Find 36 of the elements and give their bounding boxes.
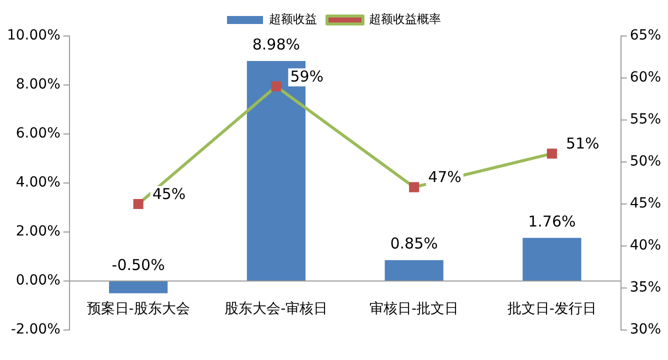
x-tick-label: 预案日-股东大会: [86, 300, 190, 318]
point: [133, 198, 144, 210]
legend-label: 超额收益概率: [369, 12, 441, 26]
y2-tick-label: 50%: [630, 154, 662, 170]
point: [546, 148, 557, 159]
y2-tick-label: 35%: [630, 280, 662, 296]
x-tick-label: 股东大会-审核日: [224, 301, 328, 318]
y2-tick-label: 55%: [630, 112, 662, 128]
data-label: 1.76%: [528, 212, 576, 230]
bar: [109, 282, 168, 294]
data-label: 51%: [566, 134, 600, 152]
bar: [384, 260, 444, 280]
data-label: -0.50%: [112, 256, 165, 274]
y2-tick-label: 40%: [630, 238, 662, 254]
point: [409, 182, 420, 192]
y-tick-label: 0.00%: [16, 272, 60, 289]
y-tick-label: 10.00%: [6, 28, 60, 44]
y2-tick-label: 60%: [630, 70, 662, 86]
y-tick-label: 2.00%: [16, 224, 60, 240]
legend-label: 超额收益: [269, 12, 317, 26]
x-tick-label: 批文日-发行日: [507, 301, 596, 318]
data-label: 59%: [290, 67, 324, 86]
data-label: 47%: [428, 168, 462, 186]
y2-tick-label: 30%: [630, 322, 662, 338]
y-tick-label: 8.00%: [16, 76, 60, 93]
y2-tick-label: 45%: [630, 196, 662, 212]
y2-tick-label: 65%: [630, 28, 662, 44]
x-tick-label: 审核日-批文日: [370, 301, 459, 318]
bar: [522, 238, 582, 280]
data-label: 45%: [152, 184, 186, 203]
y-tick-label: 6.00%: [16, 126, 60, 142]
y-tick-label: -2.00%: [10, 322, 60, 338]
point: [271, 81, 282, 92]
y-tick-label: 4.00%: [16, 174, 60, 191]
data-label: 8.98%: [252, 35, 300, 54]
data-label: 0.85%: [390, 234, 438, 253]
